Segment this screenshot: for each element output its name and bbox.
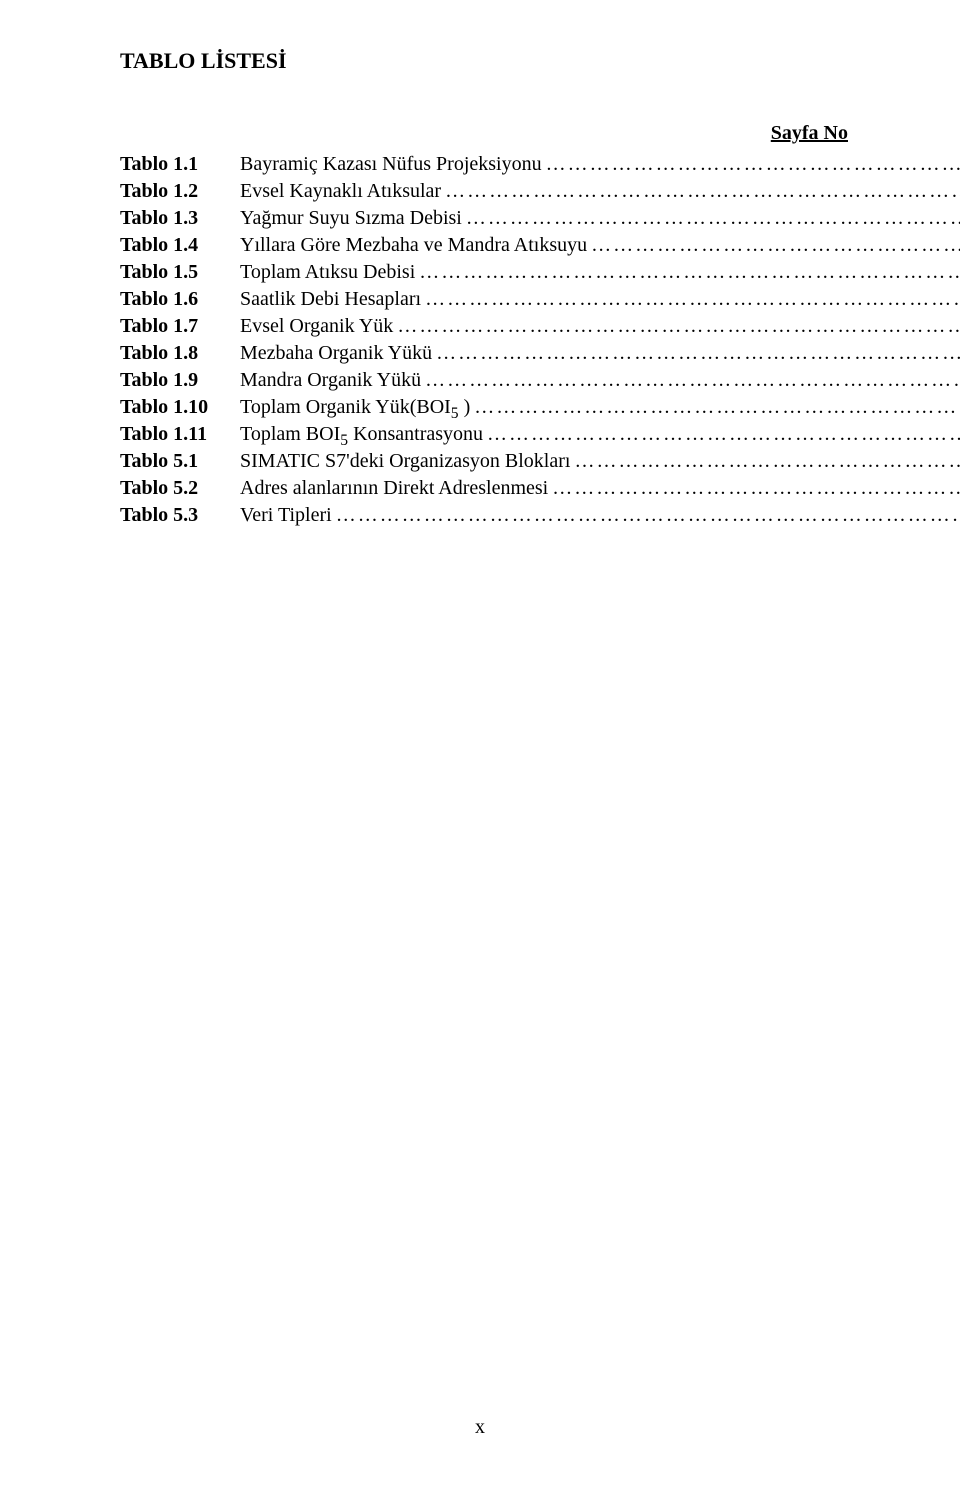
toc-table: Tablo 1.1Bayramiç Kazası Nüfus Projeksiy… [120, 153, 960, 531]
toc-description-text: Evsel Organik Yük [240, 315, 393, 338]
toc-row: Tablo 1.6Saatlik Debi Hesapları………………………… [120, 288, 960, 315]
toc-label: Tablo 1.1 [120, 153, 240, 180]
toc-description: Veri Tipleri…………………………………………………………………………… [240, 504, 960, 531]
toc-description-text: Yıllara Göre Mezbaha ve Mandra Atıksuyu [240, 234, 587, 257]
toc-description: Toplam Atıksu Debisi……………………………………………………… [240, 261, 960, 288]
toc-description-text: Mezbaha Organik Yükü [240, 342, 432, 365]
leader-dots: …………………………………………………………………………………………………………… [587, 234, 960, 257]
toc-label: Tablo 5.3 [120, 504, 240, 531]
leader-dots: …………………………………………………………………………………………………………… [462, 207, 960, 230]
toc-description: Toplam BOI5 Konsantrasyonu……………………………………… [240, 423, 960, 450]
toc-description-text: Adres alanlarının Direkt Adreslenmesi [240, 477, 548, 500]
toc-row: Tablo 1.10Toplam Organik Yük(BOI5 )……………… [120, 396, 960, 423]
page-footer: x [0, 1416, 960, 1439]
leader-dots: …………………………………………………………………………………………………………… [332, 504, 960, 527]
toc-row: Tablo 1.4Yıllara Göre Mezbaha ve Mandra … [120, 234, 960, 261]
toc-description-text: Saatlik Debi Hesapları [240, 288, 421, 311]
toc-description: SIMATIC S7'deki Organizasyon Blokları………… [240, 450, 960, 477]
toc-row: Tablo 1.7Evsel Organik Yük……………………………………… [120, 315, 960, 342]
leader-dots: …………………………………………………………………………………………………………… [421, 369, 960, 392]
leader-dots: …………………………………………………………………………………………………………… [570, 450, 960, 473]
column-header-page: Sayfa No [120, 122, 850, 145]
toc-description: Adres alanlarının Direkt Adreslenmesi………… [240, 477, 960, 504]
toc-label: Tablo 5.2 [120, 477, 240, 504]
toc-description-text: SIMATIC S7'deki Organizasyon Blokları [240, 450, 570, 473]
toc-row: Tablo 5.3Veri Tipleri…………………………………………………… [120, 504, 960, 531]
leader-dots: …………………………………………………………………………………………………………… [542, 153, 960, 176]
toc-label: Tablo 5.1 [120, 450, 240, 477]
toc-row: Tablo 1.2Evsel Kaynaklı Atıksular…………………… [120, 180, 960, 207]
toc-label: Tablo 1.6 [120, 288, 240, 315]
toc-row: Tablo 1.5Toplam Atıksu Debisi……………………………… [120, 261, 960, 288]
toc-description: Saatlik Debi Hesapları………………………………………………… [240, 288, 960, 315]
toc-description: Yıllara Göre Mezbaha ve Mandra Atıksuyu…… [240, 234, 960, 261]
toc-description-text: Toplam Organik Yük(BOI5 ) [240, 396, 470, 419]
toc-row: Tablo 1.3Yağmur Suyu Sızma Debisi…………………… [120, 207, 960, 234]
toc-description: Mandra Organik Yükü………………………………………………………… [240, 369, 960, 396]
toc-row: Tablo 5.1SIMATIC S7'deki Organizasyon Bl… [120, 450, 960, 477]
toc-description-text: Veri Tipleri [240, 504, 332, 527]
leader-dots: …………………………………………………………………………………………………………… [421, 288, 960, 311]
toc-description: Toplam Organik Yük(BOI5 )………………………………………… [240, 396, 960, 423]
toc-description: Bayramiç Kazası Nüfus Projeksiyonu………………… [240, 153, 960, 180]
toc-description: Evsel Kaynaklı Atıksular…………………………………………… [240, 180, 960, 207]
toc-label: Tablo 1.9 [120, 369, 240, 396]
toc-description-text: Evsel Kaynaklı Atıksular [240, 180, 441, 203]
toc-row: Tablo 1.1Bayramiç Kazası Nüfus Projeksiy… [120, 153, 960, 180]
toc-label: Tablo 1.2 [120, 180, 240, 207]
toc-label: Tablo 1.8 [120, 342, 240, 369]
toc-label: Tablo 1.7 [120, 315, 240, 342]
toc-label: Tablo 1.11 [120, 423, 240, 450]
toc-label: Tablo 1.10 [120, 396, 240, 423]
page-title: TABLO LİSTESİ [120, 48, 850, 74]
toc-description: Evsel Organik Yük……………………………………………………………… [240, 315, 960, 342]
leader-dots: …………………………………………………………………………………………………………… [483, 423, 960, 446]
leader-dots: …………………………………………………………………………………………………………… [548, 477, 960, 500]
toc-description: Mezbaha Organik Yükü……………………………………………………… [240, 342, 960, 369]
toc-description: Yağmur Suyu Sızma Debisi…………………………………………… [240, 207, 960, 234]
toc-label: Tablo 1.4 [120, 234, 240, 261]
leader-dots: …………………………………………………………………………………………………………… [441, 180, 960, 203]
toc-description-text: Toplam BOI5 Konsantrasyonu [240, 423, 483, 446]
toc-description-text: Bayramiç Kazası Nüfus Projeksiyonu [240, 153, 542, 176]
toc-row: Tablo 5.2Adres alanlarının Direkt Adresl… [120, 477, 960, 504]
toc-description-text: Yağmur Suyu Sızma Debisi [240, 207, 462, 230]
toc-label: Tablo 1.5 [120, 261, 240, 288]
leader-dots: …………………………………………………………………………………………………………… [393, 315, 960, 338]
leader-dots: …………………………………………………………………………………………………………… [470, 396, 960, 419]
toc-row: Tablo 1.8Mezbaha Organik Yükü……………………………… [120, 342, 960, 369]
toc-row: Tablo 1.11Toplam BOI5 Konsantrasyonu…………… [120, 423, 960, 450]
toc-description-text: Toplam Atıksu Debisi [240, 261, 415, 284]
leader-dots: …………………………………………………………………………………………………………… [415, 261, 960, 284]
leader-dots: …………………………………………………………………………………………………………… [432, 342, 960, 365]
toc-row: Tablo 1.9Mandra Organik Yükü………………………………… [120, 369, 960, 396]
toc-label: Tablo 1.3 [120, 207, 240, 234]
toc-description-text: Mandra Organik Yükü [240, 369, 421, 392]
document-page: TABLO LİSTESİ Sayfa No Tablo 1.1Bayramiç… [0, 0, 960, 1493]
